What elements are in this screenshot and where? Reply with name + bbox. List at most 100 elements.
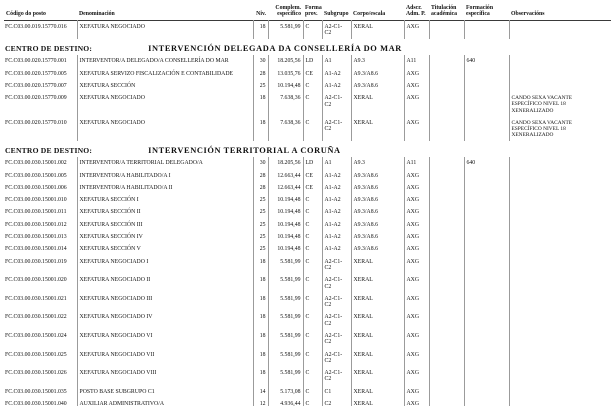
cell-adscr: AXG — [403, 255, 429, 275]
cell-subgrupo: C1 — [321, 385, 351, 399]
cell-denominacion: INTERVENTOR/A HABILITADO/A I — [76, 169, 253, 182]
cell-observacions — [508, 206, 611, 219]
cell-niv: 18 — [252, 311, 268, 330]
cell-codigo: FC.C03.00.030.15001.010 — [5, 197, 67, 204]
cell-titulacion — [428, 80, 464, 93]
cell-observacions: CANDO SEXA VACANTE ESPECÍFICO NIVEL 18 X… — [508, 116, 611, 141]
cell-observacions — [508, 67, 611, 81]
cell-forma: C — [302, 206, 322, 219]
table-row: FC.C03.00.030.15001.002 INTERVENTOR/A TER… — [4, 157, 611, 170]
cell-corpo: A9.3/A8.6 — [350, 80, 404, 93]
table-row: FC.C03.00.030.15001.025 XEFATURA NEGOCIAD… — [4, 348, 611, 368]
cell-subgrupo: A1-A2 — [321, 194, 351, 207]
cell-corpo: XERAL — [350, 398, 404, 406]
cell-niv: 18 — [252, 255, 268, 275]
cell-corpo: XERAL — [350, 255, 404, 275]
cell-subgrupo: A2-C1-C2 — [321, 116, 351, 141]
cell-denominacion: XEFATURA NEGOCIADO I — [76, 255, 253, 275]
cell-formacion — [463, 218, 509, 232]
cell-titulacion — [428, 194, 464, 207]
cell-subgrupo: A1-A2 — [321, 218, 351, 232]
cell-denominacion: XEFATURA NEGOCIADO — [76, 92, 253, 117]
cell-niv: 18 — [252, 116, 268, 141]
cell-subgrupo: A1-A2 — [321, 181, 351, 195]
cell-subgrupo: A1-A2 — [321, 206, 351, 219]
cell-codigo: FC.C03.00.030.15001.011 — [5, 209, 67, 216]
cell-codigo: FC.C03.00.030.15001.022 — [5, 314, 67, 321]
cell-denominacion: XEFATURA NEGOCIADO VII — [76, 348, 253, 368]
table-row: FC.C03.00.030.15001.012 XEFATURA SECCIÓN … — [4, 218, 611, 232]
rpt-table: Código do posto Denominación Niv. Comple… — [4, 5, 611, 406]
cell-forma: C — [302, 385, 322, 399]
cell-complem: 7.638,36 — [267, 92, 303, 117]
cell-adscr: AXG — [403, 274, 429, 293]
cell-codigo: FC.C03.00.030.15001.006 — [5, 184, 67, 191]
cell-observacions — [508, 218, 611, 232]
cell-titulacion — [428, 67, 464, 81]
cell-complem: 5.581,99 — [267, 329, 303, 349]
cell-formacion — [463, 274, 509, 293]
cell-niv: 30 — [252, 55, 268, 68]
cell-observacions — [508, 20, 611, 40]
table-row: FC.C03.00.030.15001.011 XEFATURA SECCIÓN … — [4, 206, 611, 219]
column-header-forma-prov: Forma prov. — [305, 5, 322, 18]
cell-forma: LD — [302, 157, 322, 170]
cell-niv: 28 — [252, 67, 268, 81]
cell-complem: 10.194,48 — [267, 80, 303, 93]
cell-complem: 5.173,08 — [267, 385, 303, 399]
cell-forma: C — [302, 255, 322, 275]
cell-formacion — [463, 255, 509, 275]
cell-corpo: A9.3/A8.6 — [350, 231, 404, 244]
cell-subgrupo: A1-A2 — [321, 169, 351, 182]
column-header-formacion-especifica: Formación específica — [466, 5, 494, 18]
cell-forma: C — [302, 311, 322, 330]
cell-observacions — [508, 385, 611, 399]
cell-complem: 5.581,99 — [267, 20, 303, 40]
cell-subgrupo: A1-A2 — [321, 243, 351, 256]
table-row: FC.C03.00.030.15001.020 XEFATURA NEGOCIAD… — [4, 274, 611, 293]
cell-formacion — [463, 181, 509, 195]
table-row: FC.C03.00.030.15001.021 XEFATURA NEGOCIAD… — [4, 292, 611, 312]
cell-denominacion: XEFATURA SECCIÓN — [76, 80, 253, 93]
cell-denominacion: XEFATURA SERVIZO FISCALIZACIÓN E CONTABI… — [76, 67, 253, 81]
cell-formacion — [463, 367, 509, 386]
cell-denominacion: XEFATURA NEGOCIADO — [76, 20, 253, 40]
cell-adscr: AXG — [403, 194, 429, 207]
cell-complem: 10.194,48 — [267, 206, 303, 219]
cell-denominacion: XEFATURA NEGOCIADO — [76, 116, 253, 141]
cell-denominacion: XEFATURA NEGOCIADO II — [76, 274, 253, 293]
cell-forma: C — [302, 243, 322, 256]
cell-codigo: FC.C03.00.030.15001.024 — [5, 332, 67, 339]
cell-niv: 25 — [252, 218, 268, 232]
column-header-observacions: Observacións — [511, 11, 545, 18]
cell-corpo: A9.3/A8.6 — [350, 169, 404, 182]
cell-subgrupo: A2-C1-C2 — [321, 367, 351, 386]
table-row: FC.C03.00.020.15770.005 XEFATURA SERVIZO … — [4, 67, 611, 81]
cell-niv: 18 — [252, 274, 268, 293]
cell-adscr: AXG — [403, 329, 429, 349]
cell-adscr: AXG — [403, 398, 429, 406]
cell-forma: C — [302, 292, 322, 312]
cell-corpo: XERAL — [350, 20, 404, 40]
cell-titulacion — [428, 398, 464, 406]
cell-formacion — [463, 169, 509, 182]
cell-formacion — [463, 116, 509, 141]
column-header-subgrupo: Subgrupo — [324, 11, 349, 18]
cell-adscr: AXG — [403, 181, 429, 195]
cell-observacions — [508, 194, 611, 207]
cell-denominacion: XEFATURA NEGOCIADO IV — [76, 311, 253, 330]
cell-titulacion — [428, 157, 464, 170]
cell-titulacion — [428, 181, 464, 195]
cell-codigo: FC.C03.00.020.15770.005 — [5, 70, 67, 77]
cell-subgrupo: A2-C1-C2 — [321, 292, 351, 312]
cell-corpo: A9.3/A8.6 — [350, 218, 404, 232]
cell-niv: 28 — [252, 181, 268, 195]
cell-adscr: AXG — [403, 20, 429, 40]
cell-titulacion — [428, 274, 464, 293]
cell-subgrupo: A2-C1-C2 — [321, 20, 351, 40]
cell-niv: 18 — [252, 329, 268, 349]
cell-observacions — [508, 311, 611, 330]
cell-corpo: XERAL — [350, 292, 404, 312]
cell-subgrupo: A2-C1-C2 — [321, 92, 351, 117]
table-row: FC.C03.00.030.15001.005 INTERVENTOR/A HAB… — [4, 169, 611, 182]
